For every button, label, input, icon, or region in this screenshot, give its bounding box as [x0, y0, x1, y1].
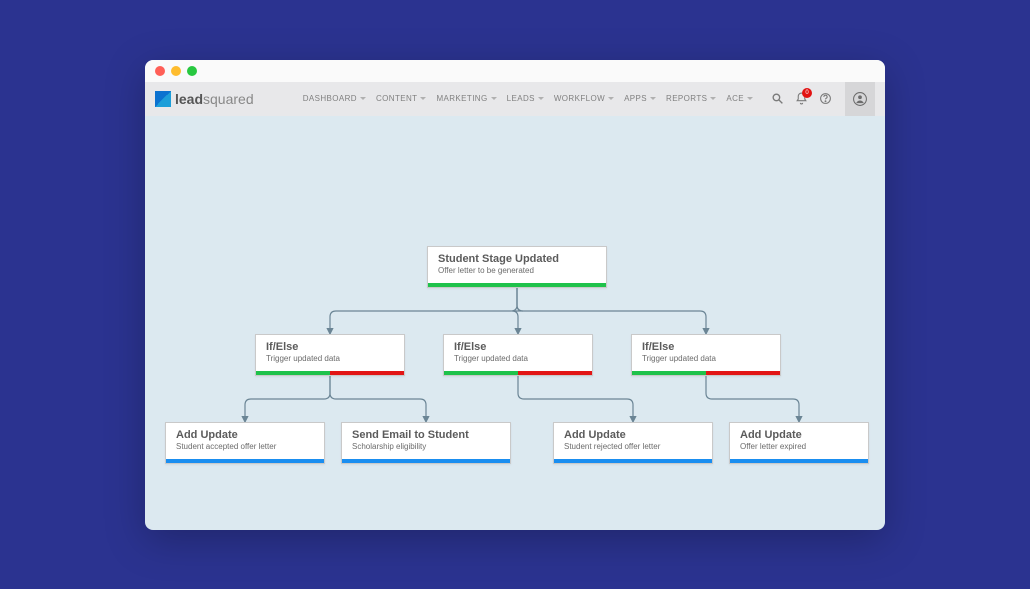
brand-logo[interactable]: leadsquared [155, 91, 254, 107]
flow-node[interactable]: If/ElseTrigger updated data [443, 334, 593, 376]
flow-node-title: Student Stage Updated [438, 253, 596, 265]
help-icon [819, 92, 832, 105]
flow-node[interactable]: Add UpdateOffer letter expired [729, 422, 869, 464]
nav-marketing[interactable]: MARKETING [432, 90, 500, 107]
flow-node-title: Add Update [176, 429, 314, 441]
notification-badge: 0 [802, 88, 812, 98]
flow-node-bar [444, 371, 592, 375]
flow-connectors [145, 116, 885, 530]
logo-mark-icon [155, 91, 171, 107]
nav-label: CONTENT [376, 94, 417, 103]
flow-node-title: Add Update [564, 429, 702, 441]
nav-label: REPORTS [666, 94, 707, 103]
logo-text: leadsquared [175, 91, 254, 107]
flow-node-bar [730, 459, 868, 463]
flow-node-title: If/Else [454, 341, 582, 353]
flow-node-title: Add Update [740, 429, 858, 441]
chevron-down-icon [420, 97, 426, 100]
flow-node[interactable]: If/ElseTrigger updated data [255, 334, 405, 376]
flow-node[interactable]: Send Email to StudentScholarship eligibi… [341, 422, 511, 464]
topbar: leadsquared DASHBOARD CONTENT MARKETING … [145, 82, 885, 116]
chevron-down-icon [747, 97, 753, 100]
flow-node-subtitle: Trigger updated data [266, 354, 394, 363]
flow-node-bar [428, 283, 606, 287]
main-nav: DASHBOARD CONTENT MARKETING LEADS WORKFL… [299, 82, 875, 116]
logo-light: squared [203, 91, 254, 107]
flow-node-bar [166, 459, 324, 463]
flow-node-subtitle: Offer letter to be generated [438, 266, 596, 275]
titlebar [145, 60, 885, 82]
nav-label: DASHBOARD [303, 94, 357, 103]
nav-label: ACE [726, 94, 744, 103]
flow-node-bar [342, 459, 510, 463]
chevron-down-icon [360, 97, 366, 100]
workflow-canvas[interactable]: Student Stage UpdatedOffer letter to be … [145, 116, 885, 530]
flow-node-title: If/Else [266, 341, 394, 353]
user-menu[interactable] [845, 82, 875, 116]
chevron-down-icon [538, 97, 544, 100]
nav-dashboard[interactable]: DASHBOARD [299, 90, 370, 107]
user-icon [853, 92, 867, 106]
nav-reports[interactable]: REPORTS [662, 90, 720, 107]
nav-label: APPS [624, 94, 647, 103]
nav-content[interactable]: CONTENT [372, 90, 430, 107]
search-button[interactable] [765, 87, 789, 111]
nav-label: WORKFLOW [554, 94, 605, 103]
notifications-button[interactable]: 0 [789, 87, 813, 111]
flow-node-bar [554, 459, 712, 463]
flow-node-title: Send Email to Student [352, 429, 500, 441]
nav-leads[interactable]: LEADS [503, 90, 548, 107]
flow-node[interactable]: Student Stage UpdatedOffer letter to be … [427, 246, 607, 288]
flow-node-subtitle: Offer letter expired [740, 442, 858, 451]
nav-label: LEADS [507, 94, 535, 103]
topbar-actions: 0 [765, 87, 837, 111]
nav-apps[interactable]: APPS [620, 90, 660, 107]
help-button[interactable] [813, 87, 837, 111]
logo-bold: lead [175, 91, 203, 107]
maximize-icon[interactable] [187, 66, 197, 76]
flow-node-subtitle: Trigger updated data [642, 354, 770, 363]
browser-window: leadsquared DASHBOARD CONTENT MARKETING … [145, 60, 885, 530]
chevron-down-icon [491, 97, 497, 100]
flow-node-subtitle: Trigger updated data [454, 354, 582, 363]
chevron-down-icon [710, 97, 716, 100]
minimize-icon[interactable] [171, 66, 181, 76]
flow-node-subtitle: Student rejected offer letter [564, 442, 702, 451]
nav-label: MARKETING [436, 94, 487, 103]
flow-node-subtitle: Student accepted offer letter [176, 442, 314, 451]
flow-node[interactable]: Add UpdateStudent rejected offer letter [553, 422, 713, 464]
search-icon [771, 92, 784, 105]
flow-node-bar [632, 371, 780, 375]
chevron-down-icon [650, 97, 656, 100]
nav-workflow[interactable]: WORKFLOW [550, 90, 618, 107]
chevron-down-icon [608, 97, 614, 100]
close-icon[interactable] [155, 66, 165, 76]
flow-node[interactable]: If/ElseTrigger updated data [631, 334, 781, 376]
flow-node-title: If/Else [642, 341, 770, 353]
flow-node[interactable]: Add UpdateStudent accepted offer letter [165, 422, 325, 464]
nav-ace[interactable]: ACE [722, 90, 757, 107]
flow-node-subtitle: Scholarship eligibility [352, 442, 500, 451]
flow-node-bar [256, 371, 404, 375]
